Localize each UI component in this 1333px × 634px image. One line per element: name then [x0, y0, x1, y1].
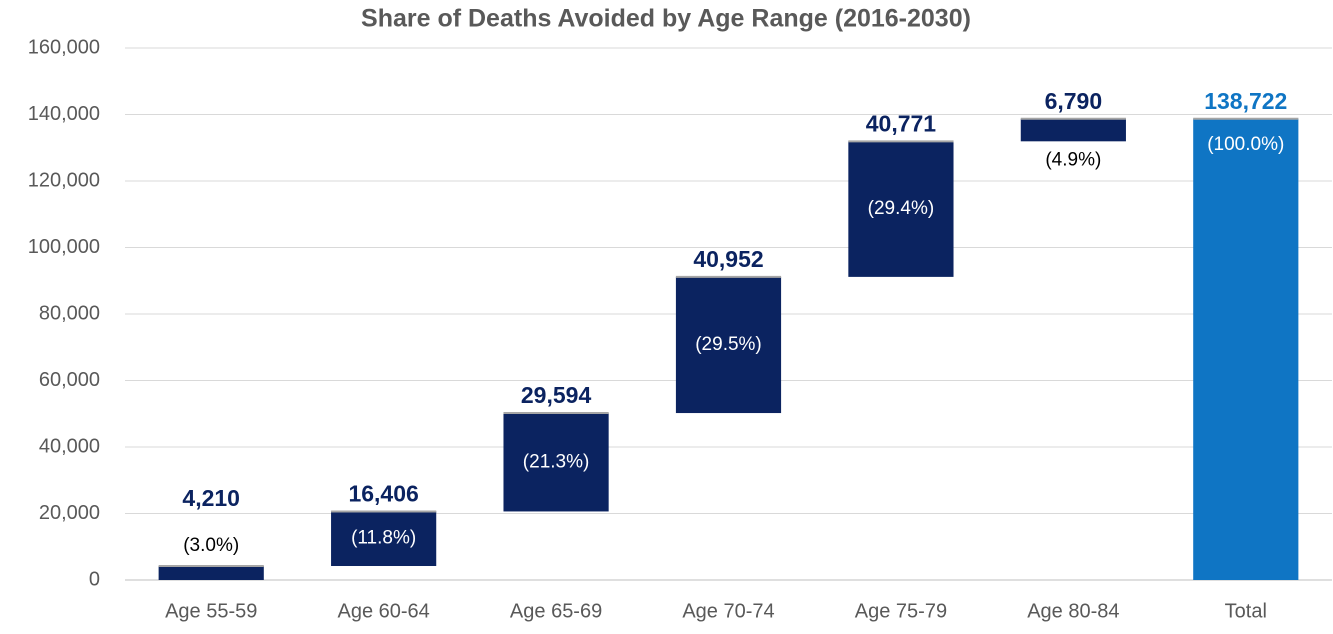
- value-label: 40,771: [866, 110, 937, 136]
- x-tick-label: Age 70-74: [682, 600, 774, 622]
- share-label: (100.0%): [1207, 134, 1284, 155]
- y-tick-label: 160,000: [28, 36, 100, 58]
- y-tick-label: 40,000: [39, 435, 100, 457]
- value-label: 138,722: [1204, 88, 1287, 114]
- share-label: (29.5%): [695, 334, 762, 355]
- share-label: (21.3%): [523, 451, 590, 472]
- value-label: 4,210: [182, 485, 240, 511]
- share-label: (3.0%): [183, 535, 239, 556]
- x-tick-label: Age 65-69: [510, 600, 602, 622]
- value-label: 16,406: [348, 481, 418, 507]
- y-tick-label: 80,000: [39, 302, 100, 324]
- bar: [848, 141, 954, 277]
- x-tick-label: Age 60-64: [337, 600, 429, 622]
- share-label: (29.4%): [868, 198, 935, 219]
- y-tick-label: 60,000: [39, 369, 100, 391]
- value-label: 40,952: [693, 246, 763, 272]
- bar: [331, 511, 437, 567]
- x-tick-label: Age 55-59: [165, 600, 257, 622]
- bar: [1193, 118, 1299, 580]
- value-label: 6,790: [1045, 88, 1103, 114]
- share-label: (4.9%): [1045, 149, 1101, 170]
- x-tick-label: Age 75-79: [855, 600, 947, 622]
- y-tick-label: 0: [89, 568, 100, 590]
- y-tick-label: 100,000: [28, 236, 100, 258]
- bar: [675, 276, 782, 414]
- x-tick-label: Age 80-84: [1027, 600, 1119, 622]
- y-tick-label: 120,000: [28, 169, 100, 191]
- bar: [1020, 118, 1126, 142]
- y-tick-label: 20,000: [39, 502, 100, 524]
- bar: [158, 566, 264, 580]
- chart-title: Share of Deaths Avoided by Age Range (20…: [361, 5, 971, 33]
- x-tick-label: Total: [1225, 600, 1267, 622]
- y-tick-label: 140,000: [28, 103, 100, 125]
- value-label: 29,594: [521, 382, 592, 408]
- share-label: (11.8%): [351, 528, 416, 549]
- bar: [503, 413, 609, 512]
